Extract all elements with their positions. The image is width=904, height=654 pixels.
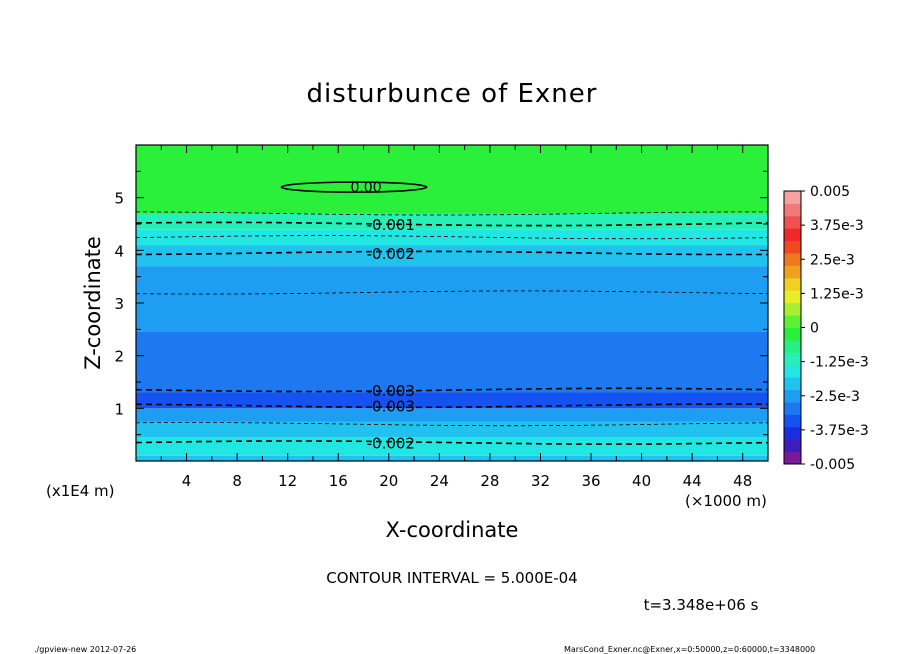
chart-title: disturbunce of Exner bbox=[307, 79, 598, 109]
contour-lines: -0.002 -0.003-0.003 -0.002 -0.001 0.00 bbox=[135, 180, 769, 453]
contour-line bbox=[135, 440, 769, 445]
y-axis: 1 2 3 4 5 bbox=[114, 170, 768, 436]
contour-band bbox=[136, 229, 768, 246]
contour-band bbox=[136, 331, 768, 393]
contour-line bbox=[135, 387, 769, 393]
colorbar-swatch bbox=[784, 215, 801, 229]
colorbar-swatch bbox=[784, 203, 801, 217]
contour-label: -0.002 bbox=[367, 435, 415, 453]
colorbar-label: 2.5e-3 bbox=[810, 252, 855, 268]
contour-line bbox=[135, 422, 769, 427]
colorbar-swatch bbox=[784, 401, 801, 415]
x-tick-label: 32 bbox=[531, 472, 550, 490]
colorbar-swatch bbox=[784, 315, 801, 328]
contour-line bbox=[135, 250, 768, 256]
colorbar-swatch bbox=[784, 451, 801, 465]
contour-band bbox=[136, 266, 768, 303]
colorbar-swatch bbox=[784, 277, 801, 291]
y-tick-label: 1 bbox=[114, 400, 124, 418]
x-tick-label: 24 bbox=[430, 472, 449, 490]
y-unit-label: (x1E4 m) bbox=[46, 482, 115, 500]
colorbar: 0.005 3.75e-3 2.5e-3 1.25e-3 0 -1.25e-3 -2.5e-… bbox=[783, 184, 869, 473]
colorbar-label: 1.25e-3 bbox=[810, 286, 864, 302]
colorbar-label: 0.005 bbox=[810, 184, 850, 200]
x-tick-label: 44 bbox=[683, 472, 702, 490]
x-tick-label: 40 bbox=[632, 472, 651, 490]
contour-band bbox=[136, 213, 768, 230]
y-tick-label: 2 bbox=[114, 348, 124, 366]
colorbar-swatch bbox=[784, 352, 801, 366]
colorbar-swatch bbox=[784, 389, 801, 403]
contour-line bbox=[135, 290, 769, 295]
colorbar-swatch bbox=[784, 302, 801, 316]
colorbar-swatch bbox=[784, 439, 801, 453]
colorbar-label: 0 bbox=[810, 321, 819, 337]
colorbar-label: -0.005 bbox=[810, 457, 855, 473]
colorbar-swatch bbox=[784, 265, 801, 279]
x-tick-label: 12 bbox=[278, 472, 297, 490]
colorbar-swatch bbox=[784, 253, 801, 266]
colorbar-swatch bbox=[784, 327, 801, 341]
contour-interval: CONTOUR INTERVAL = 5.000E-04 bbox=[326, 569, 577, 587]
contour-band bbox=[136, 245, 768, 267]
colorbar-swatch bbox=[784, 191, 801, 204]
zero-contour bbox=[280, 181, 428, 193]
contour-band bbox=[136, 421, 768, 438]
x-axis: 4 8 12 16 20 24 28 32 36 40 44 48 bbox=[160, 145, 769, 490]
time-label: t=3.348e+06 s bbox=[644, 596, 759, 614]
x-tick-label: 20 bbox=[379, 472, 398, 490]
x-tick-label: 4 bbox=[182, 472, 192, 490]
contour-line bbox=[135, 235, 769, 240]
contour-band bbox=[136, 455, 768, 461]
contour-line bbox=[136, 211, 768, 216]
colorbar-swatch bbox=[784, 414, 801, 428]
colorbar-swatch bbox=[784, 426, 801, 440]
colorbar-label: -3.75e-3 bbox=[810, 423, 869, 439]
contour-line bbox=[135, 403, 769, 409]
y-tick-label: 4 bbox=[114, 242, 124, 260]
x-tick-label: 36 bbox=[581, 472, 600, 490]
x-tick-label: 16 bbox=[329, 472, 348, 490]
colorbar-swatch bbox=[784, 339, 801, 353]
colorbar-swatch bbox=[784, 228, 801, 242]
colorbar-label: 3.75e-3 bbox=[810, 218, 864, 234]
filled-bands bbox=[136, 145, 768, 461]
colorbar-swatch bbox=[784, 240, 801, 254]
zero-contour-label: 0.00 bbox=[350, 180, 381, 196]
colorbar-swatch bbox=[784, 364, 801, 378]
footer-right: MarsCond_Exner.nc@Exner,x=0:50000,z=0:60… bbox=[564, 645, 815, 654]
footer-left: ./gpview-new 2012-07-26 bbox=[34, 645, 136, 654]
contour-line bbox=[135, 221, 769, 227]
y-tick-label: 5 bbox=[114, 190, 124, 208]
contour-label: -0.003 bbox=[367, 382, 415, 400]
y-tick-label: 3 bbox=[114, 295, 124, 313]
colorbar-label: -1.25e-3 bbox=[810, 355, 869, 371]
y-axis-label: Z-coordinate bbox=[81, 236, 105, 370]
contour-band bbox=[136, 408, 768, 422]
colorbar-swatch bbox=[784, 377, 801, 391]
colorbar-swatch bbox=[784, 290, 801, 304]
contour-band bbox=[136, 145, 768, 214]
x-tick-label: 28 bbox=[480, 472, 499, 490]
colorbar-label: -2.5e-3 bbox=[810, 389, 860, 405]
contour-label: -0.001 bbox=[367, 216, 415, 234]
x-tick-label: 48 bbox=[733, 472, 752, 490]
x-tick-label: 8 bbox=[232, 472, 242, 490]
x-axis-label: X-coordinate bbox=[386, 518, 519, 542]
contour-label: -0.003 bbox=[367, 398, 415, 416]
contour-band bbox=[136, 303, 768, 332]
contour-band bbox=[136, 437, 768, 456]
x-unit-label: (×1000 m) bbox=[685, 492, 767, 510]
contour-label: -0.002 bbox=[367, 245, 415, 263]
